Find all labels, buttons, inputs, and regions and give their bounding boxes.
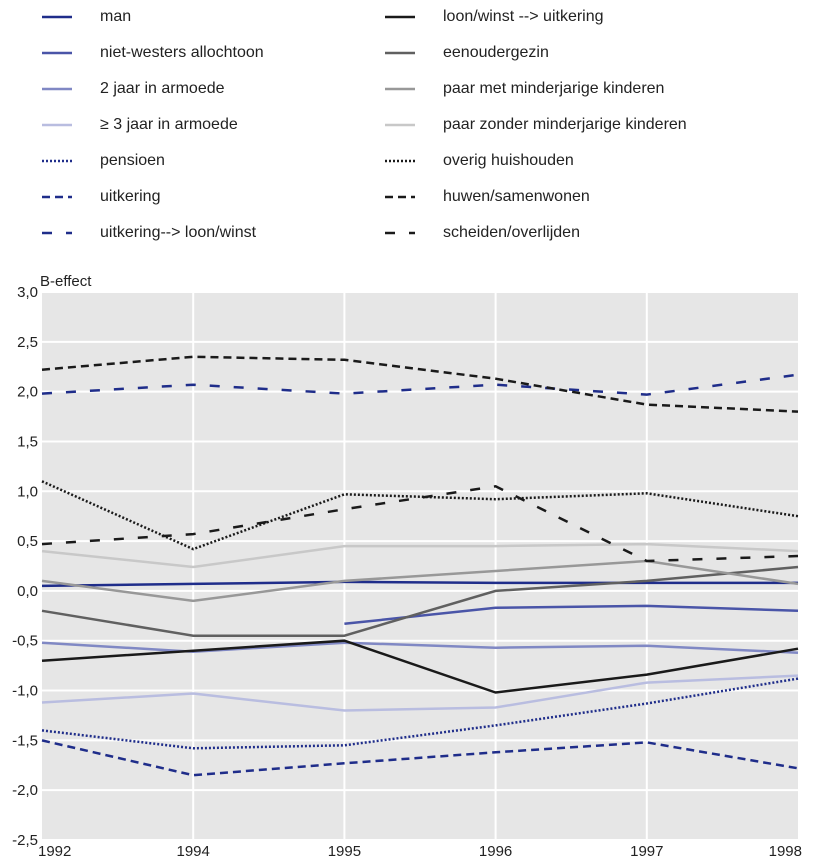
legend-swatch [42,15,72,19]
legend-swatch [42,231,72,235]
y-tick-label: -2,0 [12,782,38,799]
legend-swatch [385,123,415,127]
legend-label: huwen/samenwonen [443,188,590,205]
grid-lines [42,291,798,841]
series-line [41,565,799,637]
legend-swatch [385,195,415,199]
series-line [41,542,799,569]
legend-item: niet-westers allochtoon [42,41,264,65]
legend-item: huwen/samenwonen [385,185,590,209]
legend-swatch [385,159,415,163]
legend-item: scheiden/overlijden [385,221,580,245]
legend-item: pensioen [42,149,165,173]
legend-swatch [42,123,72,127]
series-line [41,485,799,563]
y-tick-label: -1,0 [12,683,38,700]
legend-item: overig huishouden [385,149,574,173]
legend-swatch [385,231,415,235]
y-tick-label: 2,5 [17,334,38,351]
legend-item: ≥ 3 jaar in armoede [42,113,238,137]
y-axis-label: B-effect [40,273,92,290]
legend-swatch [42,87,72,91]
legend-label: niet-westers allochtoon [100,44,264,61]
legend-item: man [42,5,131,29]
legend-item: paar met minderjarige kinderen [385,77,664,101]
series-line [41,739,799,777]
legend-item: loon/winst --> uitkering [385,5,604,29]
series-line [41,674,799,712]
y-tick-label: -0,5 [12,633,38,650]
series-lines [41,355,799,777]
legend-swatch [385,87,415,91]
legend-label: eenoudergezin [443,44,549,61]
y-tick-label: 1,5 [17,433,38,450]
y-tick-label: -2,5 [12,832,38,849]
series-line [41,355,799,413]
series-line [344,604,799,626]
legend-label: pensioen [100,152,165,169]
legend-item: 2 jaar in armoede [42,77,225,101]
legend-swatch [42,195,72,199]
legend-swatch [42,51,72,55]
x-tick-label: 1998 [769,843,802,856]
legend-label: ≥ 3 jaar in armoede [100,116,238,133]
legend-label: loon/winst --> uitkering [443,8,604,25]
legend-label: paar met minderjarige kinderen [443,80,665,97]
legend-label: paar zonder minderjarige kinderen [443,116,687,133]
series-line [41,641,799,654]
legend-swatch [385,15,415,19]
x-tick-label: 1996 [479,843,512,856]
y-tick-label: 2,0 [17,384,38,401]
legend-label: 2 jaar in armoede [100,80,225,97]
legend-item: uitkering [42,185,160,209]
series-line [41,639,799,694]
line-chart: 3,0 2,5 2,0 1,5 1,0 0,5 0,0 -0,5 -1,0 -1,5 -2,0 -2,… [12,273,802,856]
series-line [41,580,798,588]
chart-legend: man niet-westers allochtoon 2 jaar in armo… [0,0,820,270]
legend-item: eenoudergezin [385,41,549,65]
x-tick-label: 1995 [328,843,361,856]
y-tick-label: 1,0 [17,483,38,500]
y-axis-ticks: 3,0 2,5 2,0 1,5 1,0 0,5 0,0 -0,5 -1,0 -1,5 -2,0 -2,… [12,284,38,849]
y-tick-label: 0,5 [17,533,38,550]
legend-label: overig huishouden [443,152,574,169]
legend-label: uitkering--> loon/winst [100,224,257,241]
legend-label: scheiden/overlijden [443,224,580,241]
y-tick-label: -1,5 [12,732,38,749]
legend-label: uitkering [100,188,161,205]
legend-item: paar zonder minderjarige kinderen [385,113,687,137]
series-line [41,559,799,603]
series-line [41,373,799,396]
legend-item: uitkering--> loon/winst [42,221,256,245]
legend-label: man [100,8,132,25]
y-tick-label: 3,0 [17,284,38,301]
x-tick-label: 1994 [177,843,210,856]
x-tick-label: 1992 [38,843,71,856]
legend-swatch [42,159,72,163]
legend-swatch [385,51,415,55]
x-tick-label: 1997 [630,843,663,856]
y-tick-label: 0,0 [17,583,38,600]
x-axis-ticks: 1992 1994 1995 1996 1997 1998 [38,843,802,856]
